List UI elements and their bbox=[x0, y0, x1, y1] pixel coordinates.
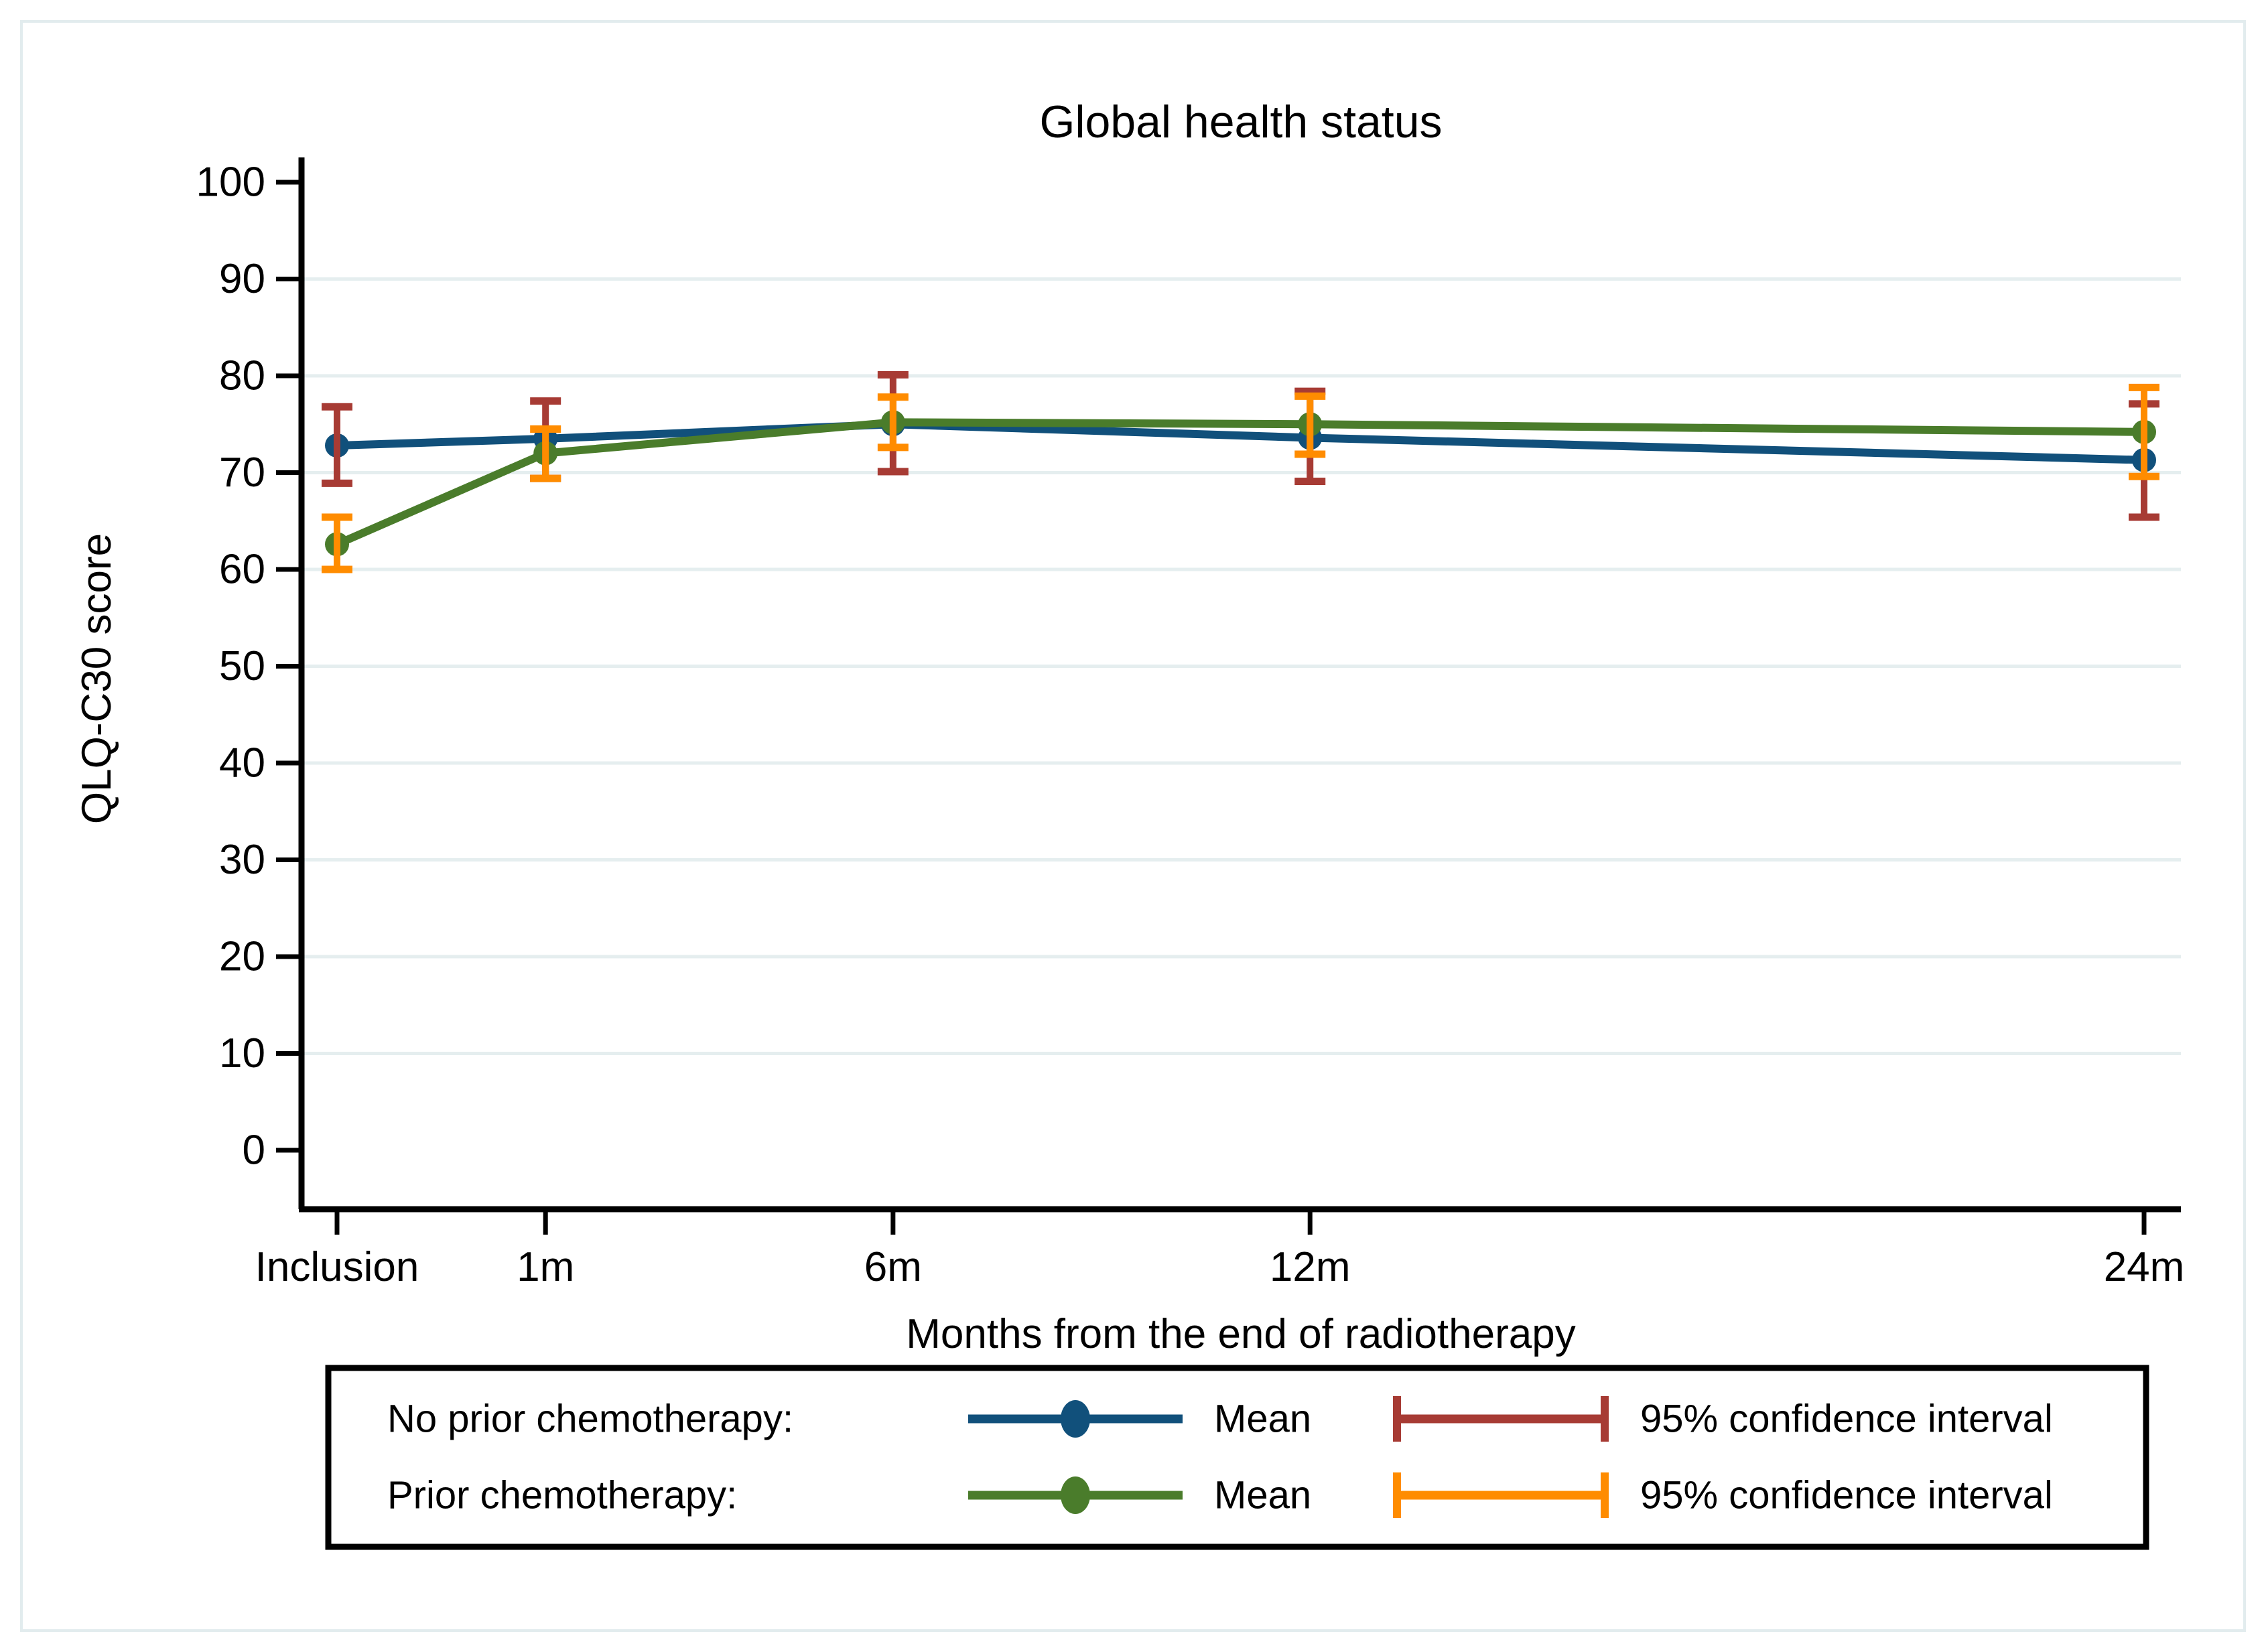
y-tick-label: 100 bbox=[196, 159, 265, 206]
gridlines bbox=[302, 277, 2181, 1055]
legend-row-no-prior-chemo: No prior chemotherapy: Mean 95% confiden… bbox=[387, 1396, 2053, 1442]
y-tick-label: 10 bbox=[219, 1030, 265, 1077]
legend-mean-label: Mean bbox=[1214, 1397, 1311, 1441]
x-tick-label: 24m bbox=[2104, 1244, 2185, 1290]
x-tick-label: 1m bbox=[517, 1244, 574, 1290]
legend-box bbox=[325, 1365, 2149, 1550]
x-tick-label: Inclusion bbox=[255, 1244, 419, 1290]
legend-ci-icon bbox=[1393, 1472, 1609, 1518]
axes bbox=[298, 157, 2181, 1213]
legend-ci-label: 95% confidence interval bbox=[1640, 1397, 2053, 1441]
legend: No prior chemotherapy: Mean 95% confiden… bbox=[325, 1365, 2149, 1550]
y-tick-label: 30 bbox=[219, 837, 265, 883]
legend-ci-label: 95% confidence interval bbox=[1640, 1474, 2053, 1517]
legend-ci-icon bbox=[1393, 1396, 1609, 1442]
series-line-1 bbox=[335, 418, 2145, 548]
y-axis-title: QLQ-C30 score bbox=[74, 533, 120, 824]
legend-mean-label: Mean bbox=[1214, 1474, 1311, 1517]
legend-group-label: Prior chemotherapy: bbox=[387, 1474, 737, 1517]
y-tick-label: 70 bbox=[219, 450, 265, 496]
y-tick-label: 40 bbox=[219, 740, 265, 786]
tick-marks-and-labels: 0 10 20 30 40 50 60 70 80 90 100 Inclusion 1m 6m 12m 24… bbox=[196, 159, 2185, 1291]
data-series bbox=[322, 371, 2159, 573]
legend-mean-dot-icon bbox=[1061, 1400, 1090, 1438]
legend-group-label: No prior chemotherapy: bbox=[387, 1397, 793, 1441]
legend-mean-dot-icon bbox=[1061, 1476, 1090, 1514]
legend-row-prior-chemo: Prior chemotherapy: Mean 95% confidence … bbox=[387, 1472, 2053, 1518]
y-tick-label: 90 bbox=[219, 256, 265, 302]
y-tick-label: 60 bbox=[219, 547, 265, 593]
x-tick-label: 12m bbox=[1270, 1244, 1351, 1290]
x-tick-label: 6m bbox=[864, 1244, 922, 1290]
y-tick-label: 80 bbox=[219, 353, 265, 399]
chart-title: Global health status bbox=[1039, 96, 1442, 147]
y-tick-label: 50 bbox=[219, 643, 265, 689]
x-axis-title: Months from the end of radiotherapy bbox=[906, 1311, 1575, 1357]
y-tick-label: 20 bbox=[219, 934, 265, 980]
y-tick-label: 0 bbox=[243, 1127, 265, 1174]
